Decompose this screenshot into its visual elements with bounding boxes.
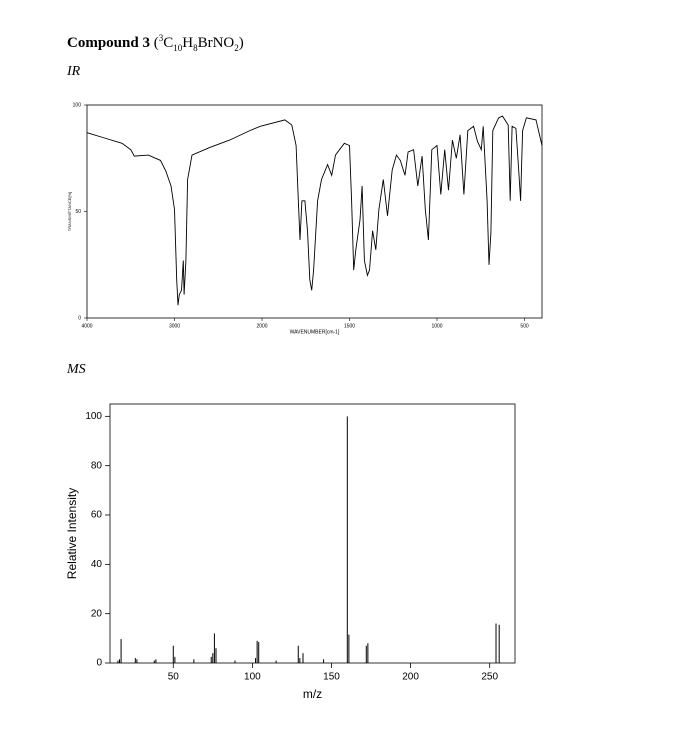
frame [86,104,543,319]
f: H [182,35,194,51]
f: ( [153,35,159,51]
x-tick-label: 200 [402,672,419,683]
x-axis-label: m/z [303,687,322,701]
heading: Compound 3 (3C10H8BrNO2) [67,33,244,53]
ir-trace [86,115,543,306]
formula: (3C10H8BrNO2) [153,33,244,53]
y-tick-label: 0 [78,315,81,321]
y-tick-label: 40 [91,559,103,570]
x-tick-label: 1500 [344,323,355,329]
y-tick-label: 100 [73,102,82,108]
f: NO [212,35,235,51]
x-tick-label: 4000 [81,323,92,329]
f: C [163,35,174,51]
y-tick-label: 60 [91,510,103,521]
x-axis-label: WAVENUMBER[cm-1] [290,329,340,335]
x-tick-label: 3000 [169,323,180,329]
f: 2 [234,43,239,53]
y-tick-label: 100 [85,411,102,422]
x-tick-label: 2000 [256,323,267,329]
f: 3 [158,33,164,43]
f: 8 [193,43,198,53]
f: ) [238,35,244,51]
y-axis-label: Relative Intensity [65,488,79,579]
f: 10 [173,43,183,53]
x-tick-label: 250 [481,672,498,683]
x-tick-label: 150 [323,672,340,683]
frame [109,403,516,664]
section-label: IR [67,64,81,79]
heading-bold: Compound 3 [67,35,150,51]
y-tick-label: 20 [91,608,103,619]
f: Br [197,35,213,51]
x-tick-label: 500 [520,323,529,329]
y-axis-label: TRANSMITTANCE[%] [67,192,72,231]
y-tick-label: 80 [91,460,103,471]
x-tick-label: 50 [168,672,180,683]
section-label: MS [67,362,86,377]
x-tick-label: 100 [244,672,261,683]
x-tick-label: 1000 [431,323,442,329]
y-tick-label: 0 [96,658,102,669]
y-tick-label: 50 [75,209,81,215]
